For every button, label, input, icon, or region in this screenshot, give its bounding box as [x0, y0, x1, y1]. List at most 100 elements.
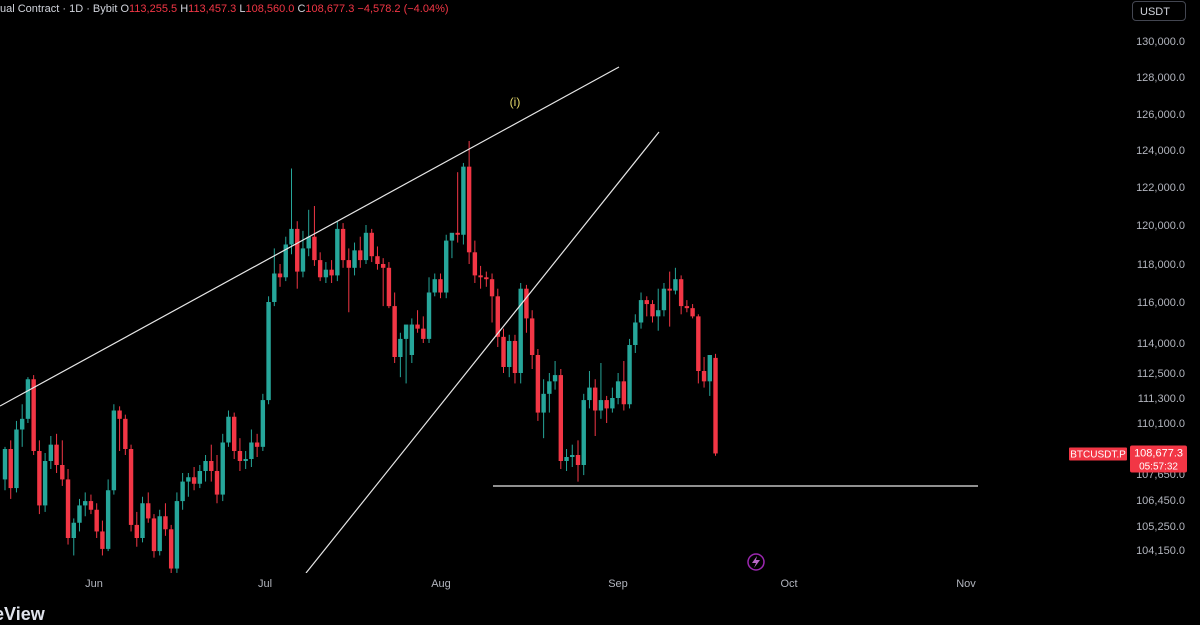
candle [317, 252, 323, 282]
candle-body [656, 310, 661, 317]
candle [60, 440, 65, 486]
candle-body [31, 379, 36, 451]
candle [31, 375, 36, 455]
candle [707, 355, 712, 396]
candle [289, 168, 294, 255]
candle [524, 284, 529, 333]
candle [329, 260, 334, 283]
candle [65, 469, 71, 545]
candle [14, 420, 19, 493]
candle [174, 492, 180, 573]
candle-body [552, 375, 558, 382]
candle [615, 373, 621, 405]
candle [386, 262, 392, 309]
candle [220, 433, 225, 502]
candle-body [375, 256, 380, 264]
candle-body [598, 400, 604, 411]
candle [638, 292, 644, 329]
candle-body [713, 357, 718, 454]
candle [449, 232, 455, 259]
candle-body [317, 260, 323, 278]
candle [380, 258, 386, 307]
candle-body [610, 398, 615, 409]
candle-body [461, 166, 466, 235]
high-value: 113,457.3 [188, 3, 237, 15]
candle-body [88, 501, 94, 510]
candle-body [2, 449, 8, 480]
candle [713, 353, 718, 456]
candle-body [581, 400, 586, 465]
candle [478, 265, 483, 289]
candle [684, 300, 690, 313]
candle [375, 246, 380, 270]
currency-button[interactable]: USDT [1132, 1, 1186, 21]
candle [512, 334, 518, 384]
candle-body [667, 288, 672, 291]
candle-body [444, 240, 449, 293]
x-tick-label: Sep [608, 578, 628, 590]
candle-body [340, 228, 346, 261]
candle [421, 316, 426, 343]
candle [88, 494, 94, 515]
candle [71, 518, 76, 556]
candle-body [507, 340, 512, 367]
candle-body [335, 228, 340, 276]
candle [100, 520, 105, 556]
candle [83, 492, 88, 517]
candle-body [386, 267, 392, 307]
candle-body [105, 490, 111, 549]
candle-body [707, 355, 712, 382]
candle [403, 324, 409, 384]
candle [19, 404, 25, 447]
candle [77, 498, 82, 532]
candle [128, 444, 134, 532]
candle [105, 479, 111, 552]
candle [163, 503, 168, 536]
lower-trendline[interactable] [305, 131, 660, 573]
candle-body [489, 279, 495, 297]
close-label: C [297, 3, 306, 15]
candle [232, 412, 237, 459]
candle-body [358, 250, 363, 261]
candle-body [37, 451, 42, 506]
candle-body [8, 449, 13, 489]
candle [507, 334, 512, 378]
last-price-label: 108,677.3 [1134, 447, 1183, 459]
candle-body [128, 449, 134, 525]
candle [570, 444, 575, 467]
plot-area[interactable]: (i) [0, 66, 978, 575]
y-tick-label: 122,000.0 [1136, 182, 1185, 194]
candle [398, 332, 403, 378]
wave-label[interactable]: (i) [510, 95, 521, 109]
y-tick-label: 111,300.0 [1138, 393, 1185, 405]
symbol-tag [1069, 447, 1127, 461]
candle-body [123, 418, 128, 449]
candle-body [329, 269, 334, 276]
y-tick-label: 124,000.0 [1136, 145, 1185, 157]
candle-body [690, 308, 695, 317]
candle [249, 429, 254, 467]
x-tick-label: Oct [780, 578, 797, 590]
candle [352, 242, 357, 276]
candle-body [14, 429, 19, 489]
candle [157, 509, 162, 556]
y-tick-label: 120,000.0 [1136, 220, 1185, 232]
candle-body [541, 393, 546, 413]
candle-body [392, 306, 397, 357]
candle [186, 473, 191, 497]
candle-body [77, 505, 82, 523]
candle-body [701, 371, 707, 382]
candle [151, 514, 157, 558]
candle-body [518, 288, 523, 373]
brand-logo-text: eView [0, 604, 45, 624]
ohlc-legend: ual Contract · 1D · Bybit O113,255.5 H11… [0, 3, 449, 15]
upper-trendline[interactable] [0, 66, 620, 407]
lightning-icon[interactable] [747, 553, 765, 571]
candle-body [363, 232, 369, 261]
candle [146, 492, 151, 523]
candle [134, 511, 139, 547]
candle [237, 438, 243, 471]
open-label: O [120, 3, 129, 15]
candle-body [403, 324, 409, 339]
